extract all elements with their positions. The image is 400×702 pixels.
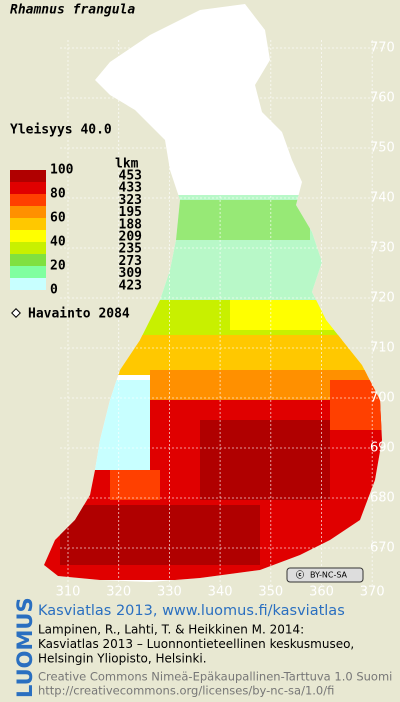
legend-count: 235 — [119, 242, 142, 257]
observations-label: Havainto 2084 — [28, 307, 130, 322]
species-title: Rhamnus frangula — [10, 3, 135, 18]
grid-label-y: 770 — [370, 41, 395, 56]
legend-swatch — [10, 266, 46, 278]
footer: Lampinen, R., Lahti, T. & Heikkinen M. 2… — [38, 623, 392, 698]
license-line: http://creativecommons.org/licenses/by-n… — [38, 684, 334, 698]
grid-label-x: 350 — [258, 585, 283, 600]
grid-label-y: 740 — [370, 191, 395, 206]
license-line: Creative Commons Nimeä-Epäkaupallinen-Ta… — [38, 670, 392, 684]
grid-label-y: 680 — [370, 491, 395, 506]
legend-swatch — [10, 254, 46, 266]
grid-label-y: 670 — [370, 541, 395, 556]
grid-label-x: 320 — [106, 585, 131, 600]
footer-link: Kasviatlas 2013, www.luomus.fi/kasviatla… — [38, 603, 345, 619]
citation-line: Helsingin Yliopisto, Helsinki. — [38, 652, 207, 666]
legend-swatch — [10, 170, 46, 182]
legend-count: 309 — [119, 266, 142, 281]
license-badge — [286, 567, 364, 583]
grid-label-y: 700 — [370, 391, 395, 406]
count-header: lkm — [115, 157, 139, 172]
grid-label-y: 760 — [370, 91, 395, 106]
legend-count: 423 — [119, 278, 142, 293]
legend-scale-label: 0 — [50, 283, 58, 298]
grid-label-x: 340 — [208, 585, 233, 600]
license-badge-text: BY-NC-SA — [310, 571, 348, 580]
legend: 100 80 60 40 20 0 4534333231951882092352733094… — [10, 163, 142, 298]
legend-count: 273 — [119, 254, 142, 269]
grid-label-y: 710 — [370, 341, 395, 356]
legend-count: 323 — [119, 193, 142, 208]
grid-label-x: 370 — [360, 585, 385, 600]
citation-line: Kasviatlas 2013 – Luonnontieteellinen ke… — [38, 637, 354, 651]
observation-symbol — [11, 308, 21, 318]
legend-scale-label: 80 — [50, 187, 66, 202]
grid-label-x: 330 — [157, 585, 182, 600]
legend-scale-label: 40 — [50, 235, 66, 250]
legend-count: 433 — [119, 181, 142, 196]
finland-map — [44, 4, 382, 582]
legend-count: 188 — [119, 217, 143, 232]
legend-swatch — [10, 230, 46, 242]
grid-label-x: 310 — [56, 585, 81, 600]
legend-count: 195 — [119, 205, 142, 220]
grid-label-y: 750 — [370, 141, 395, 156]
frequency-label: Yleisyys 40.0 — [10, 123, 112, 138]
legend-swatch — [10, 206, 46, 218]
legend-swatch — [10, 242, 46, 254]
logo: LUOMUS — [13, 597, 37, 698]
legend-count: 209 — [119, 230, 142, 245]
citation-line: Lampinen, R., Lahti, T. & Heikkinen M. 2… — [38, 623, 304, 637]
legend-scale-label: 100 — [50, 163, 74, 178]
grid-lines — [60, 40, 385, 585]
legend-count: 453 — [119, 169, 142, 184]
grid-label-y: 720 — [370, 291, 395, 306]
legend-swatch — [10, 194, 46, 206]
legend-scale-label: 20 — [50, 259, 66, 274]
grid-label-y: 730 — [370, 241, 395, 256]
grid-label-x: 360 — [309, 585, 334, 600]
legend-scale-label: 60 — [50, 211, 66, 226]
legend-swatch — [10, 182, 46, 194]
legend-swatch — [10, 218, 46, 230]
grid-labels: 770 760 750 740 730 720 710 700 690 680 670 310 320 3… — [56, 41, 395, 600]
grid-label-y: 690 — [370, 441, 395, 456]
cc-icon: ⓒ — [296, 570, 304, 580]
legend-swatch — [10, 278, 46, 290]
